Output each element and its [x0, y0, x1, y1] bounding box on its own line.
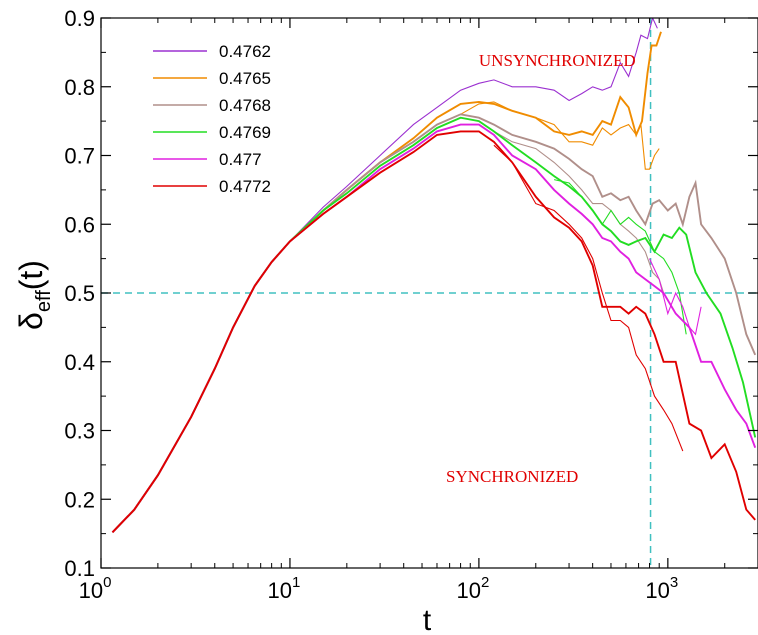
annotation-label: UNSYNCHRONIZED	[479, 51, 636, 70]
x-tick-label-exponent: 3	[670, 574, 678, 591]
series-line-0.4772	[111, 130, 756, 533]
x-tick-label: 100	[79, 574, 112, 603]
annotation-label: SYNCHRONIZED	[446, 467, 578, 486]
x-tick-label: 103	[645, 574, 678, 603]
y-tick-label: 0.7	[64, 144, 95, 169]
y-axis-title: δeff(t)	[13, 260, 55, 330]
x-axis-title: t	[423, 604, 432, 635]
legend-label: 0.4772	[219, 177, 271, 196]
series-line-thin-0.4768	[493, 130, 665, 294]
y-axis-title-main: δ	[13, 312, 49, 330]
series-layer	[111, 18, 757, 533]
x-tick-label-base: 10	[79, 578, 103, 603]
x-tick-label-base: 10	[456, 578, 480, 603]
y-tick-label: 0.2	[64, 487, 95, 512]
legend-label: 0.4769	[219, 123, 271, 142]
legend-label: 0.4765	[219, 69, 271, 88]
series-line-thin-0.4772	[493, 144, 684, 452]
series-line-thin-0.477	[649, 258, 702, 336]
x-tick-label-exponent: 0	[103, 574, 111, 591]
y-tick-label: 0.1	[64, 556, 95, 581]
series-line-thin-0.4765	[436, 101, 660, 170]
legend-label: 0.4768	[219, 96, 271, 115]
y-tick-label: 0.4	[64, 350, 95, 375]
annotations: UNSYNCHRONIZED SYNCHRONIZED	[446, 51, 636, 486]
ticks	[100, 17, 758, 569]
y-tick-label: 0.6	[64, 212, 95, 237]
legend-label: 0.4762	[219, 42, 271, 61]
x-tick-label-base: 10	[268, 578, 292, 603]
y-tick-label: 0.9	[64, 6, 95, 31]
y-axis-title-subscript: eff	[33, 290, 55, 312]
y-axis-title-tail: (t)	[13, 260, 49, 290]
legend: 0.4762 0.4765 0.4768 0.4769 0.477 0.4772	[153, 42, 271, 196]
x-tick-label: 102	[456, 574, 489, 603]
x-tick-label-exponent: 1	[292, 574, 300, 591]
x-tick-label-exponent: 2	[481, 574, 489, 591]
y-tick-label: 0.5	[64, 281, 95, 306]
x-tick-label-base: 10	[645, 578, 669, 603]
reference-lines	[101, 18, 758, 568]
x-tick-label: 101	[268, 574, 301, 603]
legend-label: 0.477	[219, 150, 262, 169]
y-tick-label: 0.3	[64, 419, 95, 444]
y-tick-label: 0.8	[64, 75, 95, 100]
